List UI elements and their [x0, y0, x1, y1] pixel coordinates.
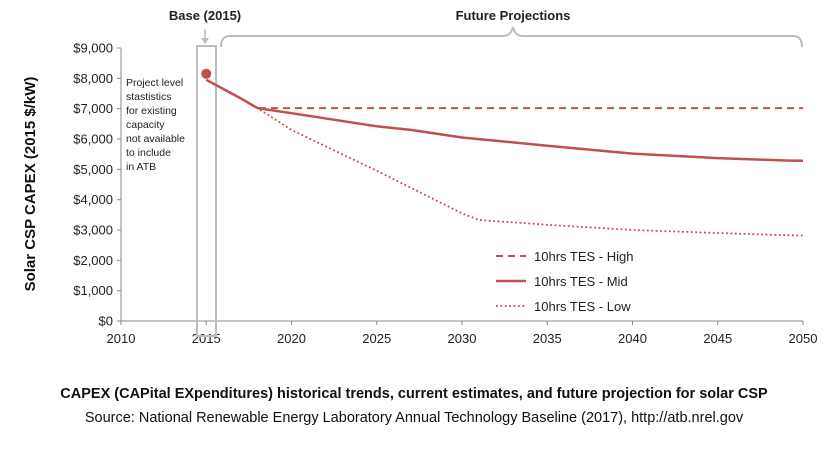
y-tick-label: $5,000	[73, 162, 113, 177]
base-2015-point	[201, 68, 212, 79]
series-group	[205, 78, 804, 237]
y-tick-label: $7,000	[73, 101, 113, 116]
caption-title: CAPEX (CAPital EXpenditures) historical …	[60, 386, 768, 402]
note-line: stastistics	[126, 91, 172, 103]
note-line: capacity	[126, 119, 165, 131]
x-tick-label: 2045	[703, 331, 732, 346]
note-line: for existing	[126, 105, 177, 117]
y-tick-label: $8,000	[73, 71, 113, 86]
y-tick-label: $3,000	[73, 223, 113, 238]
x-tick-label: 2015	[192, 331, 221, 346]
legend-label-high: 10hrs TES - High	[534, 249, 633, 264]
caption-source: Source: National Renewable Energy Labora…	[84, 410, 744, 426]
x-ticks: 2010 2015 2020 2025 2030 2035 2040 2045 2050	[107, 321, 818, 346]
legend-label-mid: 10hrs TES - Mid	[534, 274, 628, 289]
x-tick-label: 2035	[533, 331, 562, 346]
x-tick-label: 2030	[448, 331, 477, 346]
y-tick-label: $0	[99, 314, 113, 329]
y-tick-label: $6,000	[73, 132, 113, 147]
y-tick-label: $1,000	[73, 283, 113, 298]
base-arrowhead	[201, 38, 209, 44]
x-tick-label: 2025	[362, 331, 391, 346]
x-tick-label: 2040	[618, 331, 647, 346]
y-tick-label: $2,000	[73, 253, 113, 268]
y-axis-label: Solar CSP CAPEX (2015 $/kW)	[22, 77, 39, 292]
note-line: not available	[126, 133, 185, 145]
note-line: to include	[126, 147, 171, 159]
base-note: Project level stastistics for existing c…	[126, 77, 188, 173]
series-line-solid	[205, 78, 804, 163]
note-line: Project level	[126, 77, 183, 89]
base-box	[196, 45, 217, 337]
x-tick-label: 2020	[277, 331, 306, 346]
note-line: in ATB	[126, 161, 156, 173]
legend: 10hrs TES - High 10hrs TES - Mid 10hrs T…	[496, 249, 633, 314]
series-line-dotted	[205, 79, 804, 237]
legend-label-low: 10hrs TES - Low	[534, 299, 631, 314]
capex-chart: $0 $1,000 $2,000 $3,000 $4,000 $5,000 $6,000 $7…	[22, 8, 818, 346]
future-brace	[220, 26, 803, 48]
y-ticks: $0 $1,000 $2,000 $3,000 $4,000 $5,000 $6,000 $7…	[73, 41, 121, 329]
base-label: Base (2015)	[169, 8, 241, 23]
x-tick-label: 2010	[107, 331, 136, 346]
y-tick-label: $9,000	[73, 41, 113, 56]
future-label: Future Projections	[456, 8, 571, 23]
y-tick-label: $4,000	[73, 192, 113, 207]
x-tick-label: 2050	[789, 331, 818, 346]
series-line-dashed	[205, 78, 803, 110]
